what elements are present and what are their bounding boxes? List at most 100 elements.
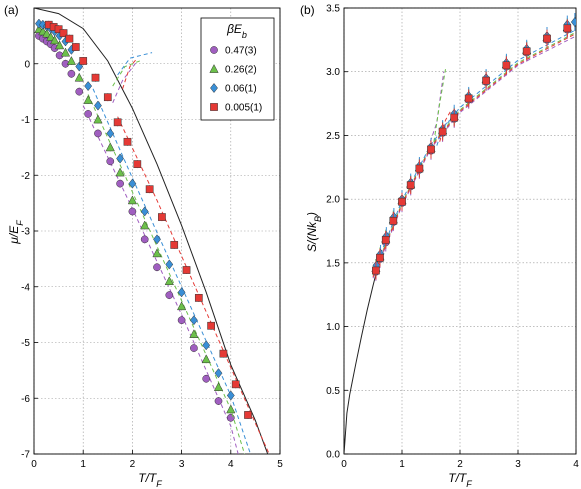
y-tick-label: -3 xyxy=(21,227,30,238)
data-point xyxy=(153,263,161,272)
y-tick-label: 1.5 xyxy=(326,258,340,269)
panel-label-b: (b) xyxy=(300,3,315,17)
data-point xyxy=(543,34,551,43)
data-point xyxy=(115,167,125,177)
data-point xyxy=(482,76,490,85)
series-b-2 xyxy=(372,13,576,275)
fit-line xyxy=(372,33,576,278)
data-point xyxy=(50,35,60,45)
x-tick-label: 1 xyxy=(80,459,86,470)
data-point xyxy=(415,164,424,173)
fit-line xyxy=(92,88,251,454)
y-tick-label: 0 xyxy=(24,59,30,70)
data-point xyxy=(91,73,100,82)
x-axis-label-b: T/TF xyxy=(448,471,472,489)
data-point xyxy=(140,220,150,230)
data-point xyxy=(427,145,435,154)
plot-area-a xyxy=(34,8,270,454)
data-point xyxy=(226,404,236,414)
x-axis-label-a: T/TF xyxy=(138,471,162,489)
data-point xyxy=(189,329,199,338)
data-point xyxy=(438,127,447,136)
data-point xyxy=(464,94,473,103)
anomaly-line xyxy=(112,60,138,103)
grid-b xyxy=(343,7,577,455)
fit-line xyxy=(372,29,576,274)
legend-marker xyxy=(210,82,218,94)
y-tick-label: 0.5 xyxy=(326,386,340,397)
data-point xyxy=(153,234,161,245)
y-tick-label: 1.0 xyxy=(326,322,340,333)
y-tick-label: -7 xyxy=(21,450,30,461)
data-point xyxy=(140,206,149,217)
data-point xyxy=(79,57,88,65)
panel-label-a: (a) xyxy=(4,3,19,17)
series-b-3 xyxy=(372,19,576,280)
x-tick-label: 2 xyxy=(130,459,136,470)
data-point xyxy=(128,207,137,216)
data-point xyxy=(145,185,154,194)
x-tick-label: 0 xyxy=(31,459,37,470)
data-point xyxy=(450,113,459,122)
y-axis-label-b: S/(NkB) xyxy=(305,212,323,252)
data-point xyxy=(46,32,56,41)
data-point xyxy=(103,93,112,102)
data-point xyxy=(93,114,103,124)
data-point xyxy=(201,354,211,364)
data-point xyxy=(123,137,132,146)
chart-panel-b: 0 1 2 3 4 0.0 0.5 1.0 1.5 2.0 2.5 3.0 3.5 xyxy=(326,4,579,471)
data-point xyxy=(164,276,174,286)
data-point xyxy=(74,72,84,82)
x-tick-label: 3 xyxy=(179,459,185,470)
y-axis-label-a: μ/EF xyxy=(7,220,25,245)
data-point xyxy=(54,25,63,34)
fit-line xyxy=(82,105,239,454)
data-point xyxy=(66,56,77,65)
data-point xyxy=(376,253,384,262)
data-point xyxy=(190,344,198,352)
data-point xyxy=(84,110,92,118)
series-b-0 xyxy=(372,20,576,281)
data-point xyxy=(94,100,102,111)
anomaly-line xyxy=(433,69,446,142)
data-point xyxy=(389,216,398,225)
data-point xyxy=(165,259,174,270)
exact-curve-b xyxy=(344,262,380,454)
legend-marker xyxy=(209,64,219,73)
series-a-3 xyxy=(44,20,270,454)
data-point xyxy=(83,95,93,104)
data-point xyxy=(170,241,179,249)
legend-entry: 0.005(1) xyxy=(225,103,262,114)
y-tick-label: -6 xyxy=(21,394,30,405)
legend-marker xyxy=(210,46,218,54)
data-point xyxy=(75,87,84,96)
data-point xyxy=(176,301,187,311)
plot-area-b xyxy=(344,13,576,454)
data-point xyxy=(158,213,166,221)
data-point xyxy=(65,34,74,43)
data-point xyxy=(116,179,124,188)
data-point xyxy=(202,340,211,351)
data-point xyxy=(67,69,76,78)
data-point xyxy=(244,411,252,419)
data-point xyxy=(219,349,228,358)
data-point xyxy=(127,195,138,205)
y-tick-label: 2.5 xyxy=(326,131,340,142)
y-tick-label: 3.0 xyxy=(326,67,340,78)
chart-panel-a: 0 1 2 3 4 5 -7 -6 -5 -4 -3 -2 -1 0 xyxy=(21,7,283,470)
y-tick-label: -4 xyxy=(21,282,30,293)
data-point xyxy=(194,294,203,302)
anomaly-line xyxy=(427,71,445,149)
series-a-1 xyxy=(34,24,246,454)
data-point xyxy=(570,17,576,28)
anomaly-line xyxy=(117,52,153,76)
data-point xyxy=(71,43,80,51)
legend-title: βEb xyxy=(226,22,247,40)
legend-marker xyxy=(210,103,218,111)
data-point xyxy=(152,248,162,258)
data-point xyxy=(59,29,68,37)
x-tick-label: 0 xyxy=(341,459,347,470)
data-point xyxy=(182,266,191,274)
data-point xyxy=(563,24,572,33)
data-point xyxy=(502,61,511,70)
